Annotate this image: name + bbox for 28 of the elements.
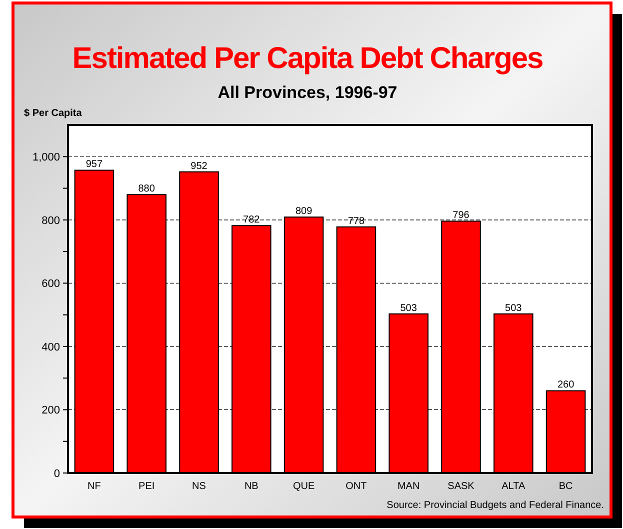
x-tick-label: SASK [448,481,475,492]
data-label: 880 [138,184,156,195]
data-label: 503 [505,302,522,314]
source-note: Source: Provincial Budgets and Federal Finance. [386,500,604,511]
data-label: 503 [400,302,418,314]
chart-title: Estimated Per Capita Debt Charges [72,42,544,75]
chart-subtitle: All Provinces, 1996-97 [218,83,398,102]
data-label: 952 [190,160,208,172]
x-tick-label: NF [88,481,101,492]
x-tick-label: ALTA [502,481,526,492]
y-tick-label: 0 [54,468,60,480]
x-tick-label: QUE [292,481,315,492]
data-label: 260 [557,380,575,391]
x-tick-label: PEI [138,481,155,492]
data-label: 796 [452,210,470,222]
x-tick-label: BC [558,481,573,492]
y-axis-title: $ Per Capita [24,108,82,119]
x-tick-label: NB [244,481,259,492]
y-tick-label: 600 [42,278,60,290]
data-label: 957 [86,159,103,170]
x-tick-label: ONT [346,481,367,492]
data-label: 809 [295,206,313,218]
x-tick-label: NS [192,481,206,492]
y-tick-label: 400 [42,341,60,354]
y-tick-label: 1,000 [32,152,60,164]
y-tick-label: 800 [42,214,60,227]
x-tick-label: MAN [397,481,420,492]
y-tick-label: 200 [42,404,60,417]
